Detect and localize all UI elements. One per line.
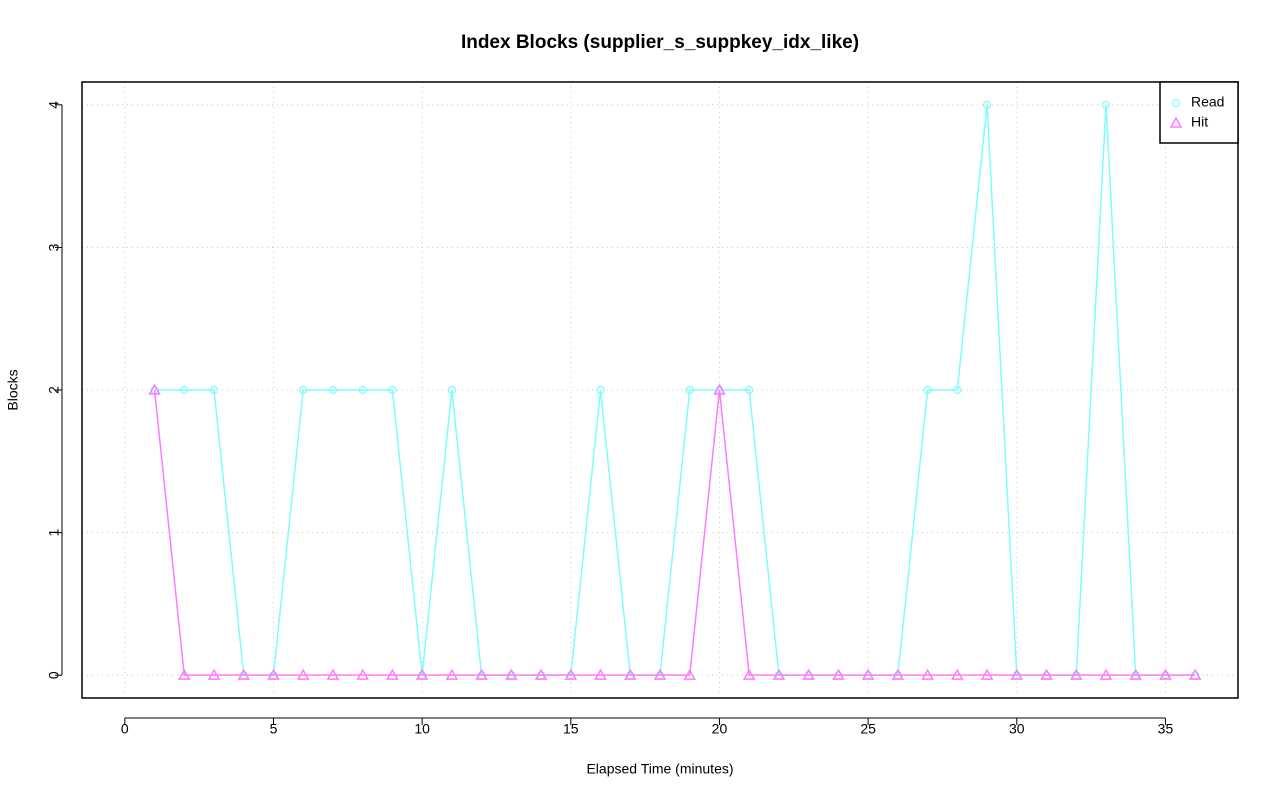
point xyxy=(594,668,607,680)
point xyxy=(802,668,815,680)
point xyxy=(178,668,191,680)
legend-box xyxy=(1159,81,1239,144)
point xyxy=(832,668,845,680)
point xyxy=(742,668,756,680)
point xyxy=(356,668,369,680)
point xyxy=(891,668,905,680)
point xyxy=(1099,668,1113,680)
point xyxy=(653,668,667,680)
point xyxy=(388,385,397,395)
x-tick-label: 35 xyxy=(1158,721,1174,737)
point xyxy=(1101,100,1111,109)
point xyxy=(299,385,308,395)
y-tick-label: 1 xyxy=(46,528,62,536)
point xyxy=(180,385,189,395)
point xyxy=(237,668,251,680)
x-tick-label: 5 xyxy=(270,721,278,737)
y-tick-label: 0 xyxy=(46,671,62,679)
point xyxy=(745,385,754,395)
point xyxy=(1040,668,1053,680)
point xyxy=(685,385,694,395)
point xyxy=(267,668,280,680)
point xyxy=(207,668,221,680)
x-axis-label: Elapsed Time (minutes) xyxy=(586,761,733,777)
point xyxy=(953,385,962,395)
point xyxy=(1188,668,1202,680)
point xyxy=(623,668,637,680)
point xyxy=(921,668,934,680)
point xyxy=(1010,668,1024,680)
point xyxy=(1129,668,1142,680)
point xyxy=(923,385,932,395)
legend-marker xyxy=(1171,98,1181,108)
point xyxy=(445,668,459,680)
point xyxy=(683,668,697,680)
point xyxy=(505,668,518,680)
point xyxy=(209,385,219,395)
point xyxy=(564,668,578,680)
point xyxy=(980,668,994,680)
x-tick-label: 15 xyxy=(563,721,579,737)
point xyxy=(1159,668,1172,680)
point xyxy=(713,383,726,395)
x-tick-label: 10 xyxy=(414,721,430,737)
point xyxy=(1069,668,1083,680)
legend-label: Read xyxy=(1191,94,1224,110)
point xyxy=(447,385,456,395)
x-tick-label: 25 xyxy=(860,721,876,737)
point xyxy=(358,385,367,395)
point xyxy=(148,383,161,395)
point xyxy=(296,668,310,680)
point xyxy=(596,385,605,395)
point xyxy=(982,100,992,109)
y-axis-label: Blocks xyxy=(5,369,21,410)
plot-frame xyxy=(81,81,1239,699)
point xyxy=(475,668,488,680)
y-tick-label: 3 xyxy=(46,243,62,251)
series-line xyxy=(154,104,1196,676)
x-tick-label: 0 xyxy=(121,721,129,737)
point xyxy=(326,668,340,680)
chart-title: Index Blocks (supplier_s_suppkey_idx_lik… xyxy=(461,32,859,53)
legend-label: Hit xyxy=(1191,114,1208,130)
x-tick-label: 20 xyxy=(712,721,728,737)
point xyxy=(415,668,429,680)
series-line xyxy=(153,389,1196,676)
point xyxy=(951,668,964,680)
point xyxy=(328,385,338,395)
x-tick-label: 30 xyxy=(1009,721,1025,737)
y-tick-label: 4 xyxy=(46,101,62,109)
legend-marker xyxy=(1169,116,1183,128)
point xyxy=(861,668,875,680)
y-tick-label: 2 xyxy=(46,386,62,394)
point xyxy=(534,668,548,680)
point xyxy=(386,668,399,680)
point xyxy=(772,668,786,680)
